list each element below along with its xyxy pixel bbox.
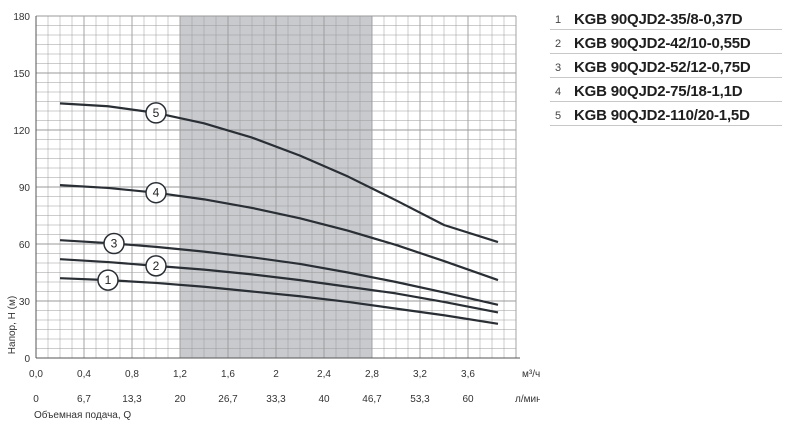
curve-marker-1 [97,269,119,291]
x2-tick-label: 46,7 [362,394,382,405]
x2-tick-label: 60 [462,394,474,405]
legend-item: 2 KGB 90QJD2-42/10-0,55D [550,34,782,54]
x-tick-label: 3,2 [413,369,427,380]
curve-marker-5 [145,102,167,124]
x-tick-label: 2 [273,369,279,380]
curve-series-4 [59,184,499,282]
y-tick-label: 180 [13,12,30,23]
y-tick-label: 30 [19,297,31,308]
x2-tick-label: 6,7 [77,394,91,405]
curve-series-1 [59,277,499,325]
y-tick-label: 0 [24,354,30,365]
x-tick-label: 2,8 [365,369,379,380]
legend-number: 5 [554,109,562,122]
legend-label: KGB 90QJD2-52/12-0,75D [574,59,751,76]
chart-axis-ticks: 0,000,46,70,813,31,2201,626,7233,32,4402… [13,12,475,405]
x-tick-label: 2,4 [317,369,331,380]
legend-item: 1 KGB 90QJD2-35/8-0,37D [550,10,782,30]
curve-marker-4 [145,181,167,204]
curve-marker-label-1: 1 [105,273,112,287]
x2-tick-label: 13,3 [122,394,142,405]
x-tick-label: 1,2 [173,369,187,380]
legend-number: 3 [554,61,562,74]
legend-item: 3 KGB 90QJD2-52/12-0,75D [550,58,782,78]
x-tick-label: 0,8 [125,369,139,380]
legend-label: KGB 90QJD2-42/10-0,55D [574,35,751,52]
x2-tick-label: 40 [318,394,330,405]
curve-series-3 [59,239,499,306]
legend-number: 1 [554,13,562,26]
curve-marker-label-2: 2 [153,259,160,273]
curve-series-5 [59,102,499,244]
x-tick-label: 0,0 [29,369,43,380]
y-axis-label: Напор, H (м) [7,296,18,354]
legend-item: 4 KGB 90QJD2-75/18-1,1D [550,82,782,102]
x-axis-unit: м³/ч [522,369,540,380]
curve-marker-2 [145,255,167,277]
curve-marker-label-5: 5 [153,106,160,120]
chart-curve-markers: 1 2 3 4 5 [97,102,167,291]
legend-label: KGB 90QJD2-110/20-1,5D [574,107,750,124]
x2-tick-label: 33,3 [266,394,286,405]
x2-axis-label: Объемная подача, Q [34,409,131,421]
y-tick-label: 90 [19,183,31,194]
x2-axis-unit: л/мин [515,394,540,405]
x-tick-label: 3,6 [461,369,475,380]
x-tick-label: 0,4 [77,369,91,380]
x2-tick-label: 20 [174,394,186,405]
curve-marker-label-4: 4 [153,186,160,200]
curve-series-2 [59,258,499,314]
x2-tick-label: 26,7 [218,394,238,405]
legend-item: 5 KGB 90QJD2-110/20-1,5D [550,106,782,126]
curve-marker-label-3: 3 [111,237,118,251]
y-tick-label: 120 [13,126,30,137]
y-tick-label: 150 [13,69,30,80]
x-tick-label: 1,6 [221,369,235,380]
curve-marker-3 [103,232,125,255]
chart-legend: 1 KGB 90QJD2-35/8-0,37D 2 KGB 90QJD2-42/… [550,10,782,130]
legend-number: 2 [554,37,562,50]
y-tick-label: 60 [19,240,31,251]
legend-number: 4 [554,85,562,98]
x2-tick-label: 53,3 [410,394,430,405]
chart-curves [59,102,499,325]
legend-label: KGB 90QJD2-75/18-1,1D [574,83,743,100]
legend-label: KGB 90QJD2-35/8-0,37D [574,11,743,28]
pump-curve-chart: 1 2 3 4 5 0,0 0 0,4 6,7 0,8 13,3 1,2 20 1,6 26,7 2 33,3… [7,12,540,421]
x2-tick-label: 0 [33,394,39,405]
